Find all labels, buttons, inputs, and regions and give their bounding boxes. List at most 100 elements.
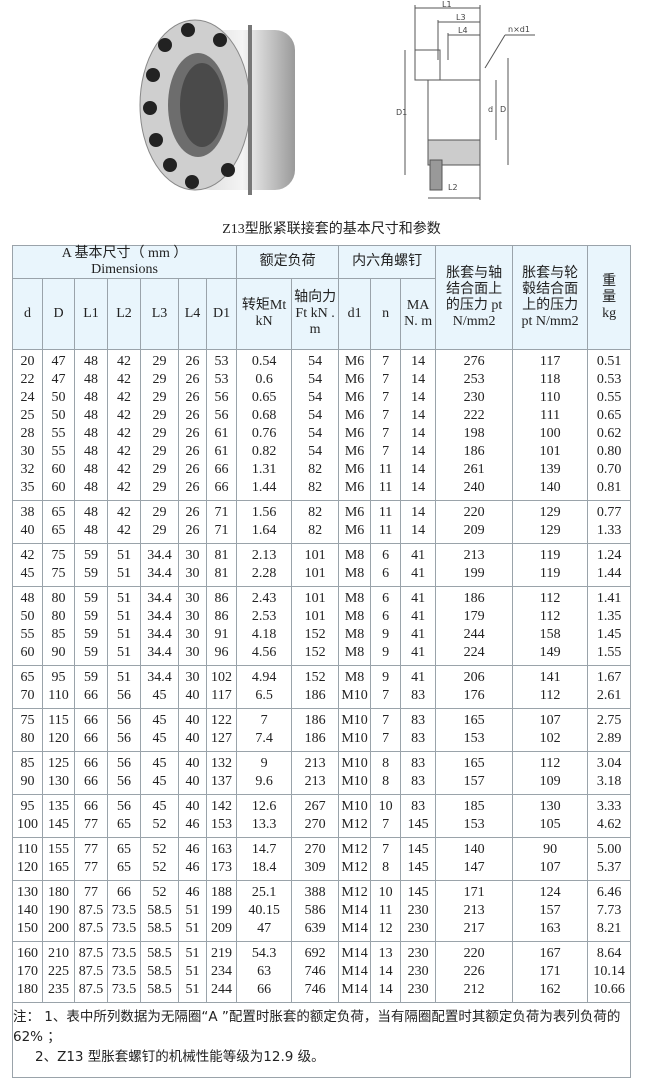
table-cell: 0.68 [236, 407, 293, 425]
table-cell: 42 [107, 425, 141, 443]
table-cell: 101 [291, 608, 340, 626]
table-cell: 66 [236, 981, 293, 1003]
table-cell: 66 [74, 687, 108, 709]
table-cell: 212 [435, 981, 514, 1003]
table-cell: 42 [107, 479, 141, 501]
table-row: 70 110 66 56 45 40 117 6.5 186 M10 7 83 176 112 2.61 [12, 687, 632, 709]
table-cell: 86 [205, 586, 238, 608]
table-cell: 226 [435, 963, 514, 981]
table-cell: 14 [370, 963, 402, 981]
table-cell: 56 [107, 708, 141, 730]
table-cell: 40.15 [236, 902, 293, 920]
table-cell: 120 [12, 859, 43, 881]
table-cell: 101 [291, 565, 340, 587]
table-cell: 29 [140, 479, 179, 501]
table-cell: 54 [291, 407, 340, 425]
table-cell: 65 [42, 522, 75, 544]
table-cell: 1.44 [236, 479, 293, 501]
table-cell: 40 [178, 751, 207, 773]
table-cell: 7 [236, 708, 293, 730]
table-cell: 0.65 [236, 389, 293, 407]
table-cell: 59 [74, 665, 108, 687]
table-cell: 1.33 [587, 522, 632, 544]
table-cell: 87.5 [74, 920, 108, 942]
table-cell: 0.76 [236, 425, 293, 443]
header-dimensions-cn: A 基本尺寸（ mm ） [61, 246, 188, 261]
table-cell: 77 [74, 880, 108, 902]
table-cell: 26 [178, 349, 207, 371]
table-cell: 199 [435, 565, 514, 587]
table-cell: 210 [42, 941, 75, 963]
table-cell: 30 [178, 586, 207, 608]
table-cell: 85 [12, 751, 43, 773]
header-col-4: L3 [140, 278, 179, 350]
table-cell: 66 [205, 479, 238, 501]
table-row: 38 65 48 42 29 26 71 1.56 82 M6 11 14 220 129 0.77 [12, 500, 632, 522]
table-cell: 34.4 [140, 565, 179, 587]
table-cell: 29 [140, 443, 179, 461]
table-row: 48 80 59 51 34.4 30 86 2.43 101 M8 6 41 186 112 1.41 [12, 586, 632, 608]
table-cell: 73.5 [107, 963, 141, 981]
table-cell: 9.6 [236, 773, 293, 795]
table-cell: 48 [74, 425, 108, 443]
table-cell: 0.53 [587, 371, 632, 389]
table-cell: 75 [42, 543, 75, 565]
table-cell: 186 [291, 687, 340, 709]
table-cell: 82 [291, 522, 340, 544]
table-cell: 73.5 [107, 941, 141, 963]
table-cell: 48 [74, 500, 108, 522]
table-cell: 145 [42, 816, 75, 838]
table-cell: 58.5 [140, 981, 179, 1003]
table-cell: 65 [107, 837, 141, 859]
table-row: 55 85 59 51 34.4 30 91 4.18 152 M8 9 41 244 158 1.45 [12, 626, 632, 644]
header-col-3: L2 [107, 278, 141, 350]
table-cell: 42 [107, 522, 141, 544]
table-cell: M10 [338, 730, 372, 752]
table-cell: 55 [42, 425, 75, 443]
table-cell: 117 [512, 349, 589, 371]
table-cell: 0.51 [587, 349, 632, 371]
table-cell: 180 [42, 880, 75, 902]
table-cell: 122 [205, 708, 238, 730]
table-cell: 26 [178, 461, 207, 479]
table-cell: 40 [178, 773, 207, 795]
table-cell: 1.67 [587, 665, 632, 687]
table-cell: 140 [435, 837, 514, 859]
table-cell: 0.80 [587, 443, 632, 461]
table-cell: 65 [107, 816, 141, 838]
table-cell: 2.75 [587, 708, 632, 730]
table-cell: 51 [107, 665, 141, 687]
table-cell: 692 [291, 941, 340, 963]
table-cell: M10 [338, 751, 372, 773]
table-cell: 11 [370, 479, 402, 501]
table-cell: 51 [107, 586, 141, 608]
table-cell: 1.45 [587, 626, 632, 644]
table-cell: 42 [107, 349, 141, 371]
table-row: 130 180 77 66 52 46 188 25.1 388 M12 10 145 171 124 6.… [12, 880, 632, 902]
table-cell: 14 [400, 500, 437, 522]
table-cell: 40 [178, 687, 207, 709]
table-cell: 140 [512, 479, 589, 501]
table-cell: M6 [338, 371, 372, 389]
table-cell: 110 [12, 837, 43, 859]
table-cell: 147 [435, 859, 514, 881]
table-cell: M8 [338, 565, 372, 587]
table-cell: 14 [370, 981, 402, 1003]
table-cell: 51 [178, 963, 207, 981]
table-cell: 42 [107, 407, 141, 425]
table-cell: 83 [400, 773, 437, 795]
table-cell: 51 [107, 543, 141, 565]
label-d-outer: D [500, 105, 506, 114]
table-cell: 42 [107, 371, 141, 389]
table-row: 20 47 48 42 29 26 53 0.54 54 M6 7 14 276 117 0.51 [12, 349, 632, 371]
table-cell: 0.6 [236, 371, 293, 389]
table-cell: 100 [12, 816, 43, 838]
table-cell: 10.14 [587, 963, 632, 981]
table-cell: 120 [42, 730, 75, 752]
table-cell: 14 [400, 389, 437, 407]
table-cell: 34.4 [140, 586, 179, 608]
table-cell: 186 [435, 443, 514, 461]
table-cell: 41 [400, 665, 437, 687]
table-cell: 42 [107, 500, 141, 522]
table-cell: 105 [512, 816, 589, 838]
